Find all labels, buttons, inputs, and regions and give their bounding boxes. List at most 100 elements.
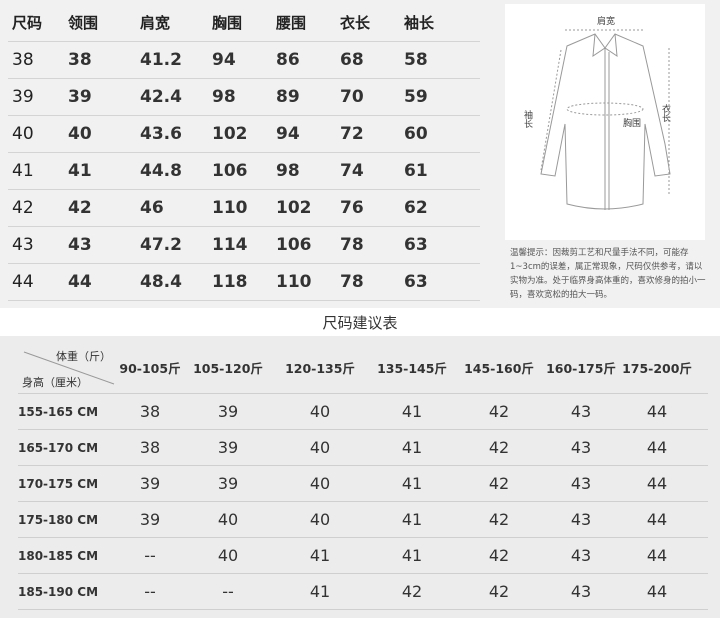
table-row: 44 44 48.4 118 110 78 63 [8,264,480,301]
table-cell: 94 [276,124,300,144]
weight-header: 145-160斤 [464,361,534,376]
size-cell: 44 [646,582,668,601]
recommend-section: 体重（斤） 身高（厘米） 90-105斤 105-120斤 120-135斤 135-14… [0,336,720,618]
table-cell: 86 [276,50,300,70]
column-header: 尺码 [12,14,43,32]
size-cell: 40 [309,510,331,529]
table-cell: 46 [140,198,164,218]
size-cell: 39 [139,510,161,529]
size-cell: 43 [570,546,592,565]
size-cell: 43 [570,510,592,529]
size-cell: -- [144,582,156,601]
size-cell: 40 [309,474,331,493]
size-cell: 40 [309,438,331,457]
table-cell: 110 [276,272,312,292]
table-cell: 98 [276,161,300,181]
column-header: 肩宽 [140,14,171,32]
weight-label: 体重（斤） [56,350,111,363]
size-cell: 42 [488,546,510,565]
table-cell: 42.4 [140,87,182,107]
size-cell: -- [144,546,156,565]
size-cell: 44 [646,546,668,565]
table-cell: 43.6 [140,124,182,144]
weight-header: 120-135斤 [285,361,355,376]
recommend-title: 尺码建议表 [322,314,398,332]
table-cell: 42 [68,198,92,218]
size-cell: 42 [488,582,510,601]
table-row: 42 42 46 110 102 76 62 [8,190,480,227]
table-cell: 39 [12,87,34,107]
table-cell: 41.2 [140,50,182,70]
size-cell: 41 [309,546,331,565]
table-cell: 61 [404,161,428,181]
size-cell: 42 [488,474,510,493]
table-cell: 48.4 [140,272,182,292]
size-cell: 41 [401,438,423,457]
table-cell: 98 [212,87,236,107]
table-cell: 106 [212,161,248,181]
size-cell: 39 [217,402,239,421]
size-cell: 43 [570,402,592,421]
table-cell: 43 [68,235,92,255]
table-cell: 38 [12,50,34,70]
size-cell: 40 [217,546,239,565]
column-header: 腰围 [276,14,307,32]
table-cell: 39 [68,87,92,107]
recommend-table: 体重（斤） 身高（厘米） 90-105斤 105-120斤 120-135斤 135-14… [18,342,708,610]
table-cell: 78 [340,272,364,292]
svg-text:胸围: 胸围 [623,117,641,129]
garment-size-table: 尺码 领围 肩宽 胸围 腰围 衣长 袖长 38 38 41.2 94 86 68 58 39 39 42.4 98… [8,4,480,301]
weight-header: 90-105斤 [119,361,181,376]
table-cell: 40 [68,124,92,144]
table-cell: 62 [404,198,428,218]
size-cell: 43 [570,582,592,601]
table-cell: 63 [404,235,428,255]
table-cell: 44.8 [140,161,182,181]
size-cell: 42 [488,402,510,421]
table-cell: 94 [212,50,236,70]
table-cell: 60 [404,124,428,144]
shirt-outline-icon: 肩宽 袖长 衣长 胸围 [522,15,671,210]
notice-text: 温馨提示：因裁剪工艺和尺量手法不同，可能存1~3cm的误差，属正常现象，尺码仅供… [510,248,706,300]
table-cell: 44 [12,272,34,292]
table-cell: 110 [212,198,248,218]
table-cell: 47.2 [140,235,182,255]
size-cell: 41 [401,402,423,421]
column-header: 领围 [68,14,99,32]
recommend-row: 180-185 CM -- 40 41 41 42 43 44 [18,538,708,574]
size-cell: 44 [646,438,668,457]
table-row: 39 39 42.4 98 89 70 59 [8,79,480,116]
size-cell: 38 [139,402,161,421]
size-cell: 40 [217,510,239,529]
table-row: 41 41 44.8 106 98 74 61 [8,153,480,190]
table-cell: 44 [68,272,92,292]
table-cell: 40 [12,124,34,144]
size-cell: 39 [139,474,161,493]
table-cell: 76 [340,198,364,218]
recommend-row: 185-190 CM -- -- 41 42 42 43 44 [18,574,708,610]
table-cell: 41 [12,161,34,181]
table-cell: 114 [212,235,248,255]
table-cell: 58 [404,50,428,70]
recommend-row: 155-165 CM 38 39 40 41 42 43 44 [18,394,708,430]
recommend-row: 170-175 CM 39 39 40 41 42 43 44 [18,466,708,502]
height-range: 170-175 CM [18,476,99,491]
table-cell: 106 [276,235,312,255]
size-cell: 40 [309,402,331,421]
table-cell: 68 [340,50,364,70]
size-cell: 39 [217,474,239,493]
height-range: 175-180 CM [18,512,99,527]
size-cell: 42 [488,510,510,529]
table-cell: 89 [276,87,300,107]
table-cell: 63 [404,272,428,292]
size-cell: -- [222,582,234,601]
height-range: 185-190 CM [18,584,99,599]
height-range: 180-185 CM [18,548,99,563]
height-range: 165-170 CM [18,440,99,455]
height-range: 155-165 CM [18,404,99,419]
svg-text:衣长: 衣长 [660,103,671,123]
column-header: 胸围 [212,14,243,32]
table-row: 38 38 41.2 94 86 68 58 [8,42,480,79]
table-cell: 43 [12,235,34,255]
table-row: 40 40 43.6 102 94 72 60 [8,116,480,153]
